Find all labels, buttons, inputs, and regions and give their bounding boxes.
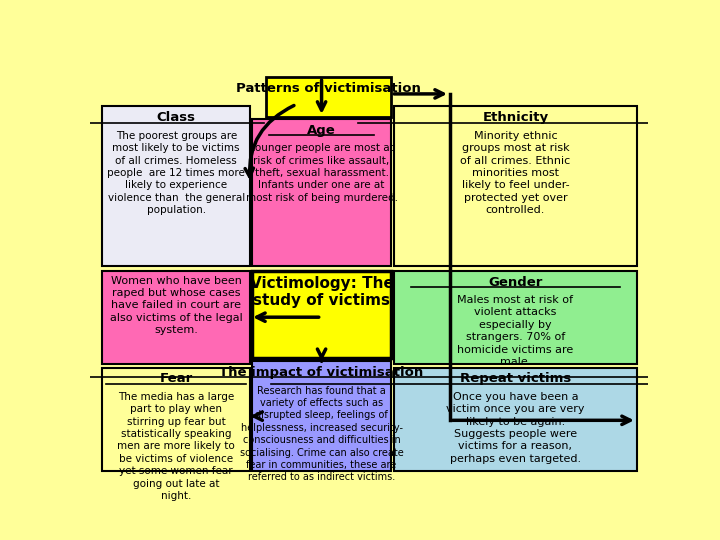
FancyBboxPatch shape — [102, 106, 250, 266]
FancyBboxPatch shape — [394, 106, 637, 266]
Text: Repeat victims: Repeat victims — [460, 373, 571, 386]
FancyBboxPatch shape — [252, 361, 392, 471]
Text: Males most at risk of
violent attacks
especially by
strangers. 70% of
homicide v: Males most at risk of violent attacks es… — [457, 295, 574, 367]
FancyBboxPatch shape — [102, 271, 250, 364]
FancyBboxPatch shape — [252, 119, 392, 266]
Text: Younger people are most at
risk of crimes like assault,
theft, sexual harassment: Younger people are most at risk of crime… — [246, 143, 397, 203]
Text: Ethnicity: Ethnicity — [482, 111, 549, 124]
FancyBboxPatch shape — [252, 271, 392, 358]
FancyBboxPatch shape — [102, 368, 250, 471]
Text: Age: Age — [307, 124, 336, 137]
Text: Minority ethnic
groups most at risk
of all crimes. Ethnic
minorities most
likely: Minority ethnic groups most at risk of a… — [460, 131, 571, 215]
FancyBboxPatch shape — [266, 77, 392, 117]
Text: Research has found that a
variety of effects such as
disrupted sleep, feelings o: Research has found that a variety of eff… — [240, 386, 403, 482]
Text: Victimology: The
study of victims: Victimology: The study of victims — [250, 275, 394, 308]
Text: Women who have been
raped but whose cases
have failed in court are
also victims : Women who have been raped but whose case… — [110, 275, 243, 335]
Text: Patterns of victimisation: Patterns of victimisation — [236, 82, 421, 95]
Text: Class: Class — [157, 111, 196, 124]
Text: Fear: Fear — [160, 373, 193, 386]
Text: The poorest groups are
most likely to be victims
of all crimes. Homeless
people : The poorest groups are most likely to be… — [107, 131, 245, 215]
Text: The media has a large
part to play when
stirring up fear but
statistically speak: The media has a large part to play when … — [117, 392, 235, 501]
Text: Gender: Gender — [488, 275, 543, 288]
FancyBboxPatch shape — [394, 368, 637, 471]
Text: The impact of victimisation: The impact of victimisation — [220, 366, 423, 379]
FancyBboxPatch shape — [394, 271, 637, 364]
Text: Once you have been a
victim once you are very
likely to be again.
Suggests peopl: Once you have been a victim once you are… — [446, 392, 585, 464]
